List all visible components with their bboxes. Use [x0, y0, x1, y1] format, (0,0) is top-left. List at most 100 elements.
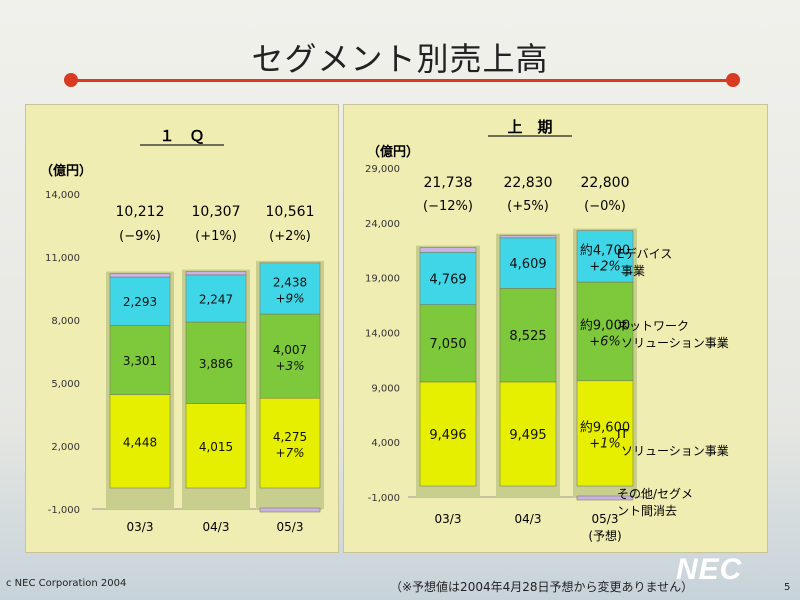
chart1-total-change: (+2%)	[269, 229, 311, 244]
chart1-bar-device	[109, 276, 171, 326]
chart2-bar-device	[499, 237, 557, 289]
chart2-data-label: 4,609	[509, 257, 546, 272]
chart2-data-label: 4,769	[429, 272, 466, 287]
chart2-category: 05/3	[592, 512, 619, 526]
chart2-bar-other	[499, 235, 557, 239]
chart1-data-label: 3,886	[199, 357, 233, 371]
chart1-data-label: 4,448	[123, 435, 157, 449]
copyright: c NEC Corporation 2004	[6, 578, 127, 589]
chart2-legend-device: Eデバイス	[617, 246, 672, 261]
chart1-change-label: +7%	[275, 446, 304, 460]
chart2-legend-network: ネットワーク	[617, 319, 689, 333]
chart1-bar-other	[109, 273, 171, 278]
forecast-note: （※予想値は2004年4月28日予想から変更ありません）	[390, 580, 694, 594]
slide-title: セグメント別売上高	[251, 40, 549, 78]
chart1-total: 10,561	[266, 204, 315, 220]
chart1-title: １ Ｑ	[159, 127, 204, 145]
chart1-total-change: (+1%)	[195, 229, 237, 244]
chart1-data-label: 4,015	[199, 440, 233, 454]
title-rule	[70, 79, 734, 82]
chart1-bar-device	[185, 274, 247, 323]
chart2-ytick: -1,000	[368, 493, 400, 504]
chart1-category: 04/3	[203, 520, 230, 534]
chart1-ytick: -1,000	[48, 505, 80, 516]
chart2-data-label: 7,050	[429, 337, 466, 352]
chart1-data-label: 2,293	[123, 295, 157, 309]
chart1-bar-other	[259, 507, 321, 513]
page-number: 5	[784, 582, 791, 593]
chart2-data-label: 9,496	[429, 428, 466, 443]
chart1-change-label: +9%	[275, 291, 304, 305]
chart2-category-note: (予想)	[588, 528, 621, 543]
chart1-bar-it	[109, 394, 171, 489]
chart2-data-label: 約9,600	[580, 420, 630, 435]
chart2-category: 04/3	[515, 512, 542, 526]
chart1-ytick: 2,000	[51, 442, 80, 453]
chart2-bar-network	[576, 281, 634, 382]
chart1-ytick: 11,000	[45, 253, 80, 264]
chart1-total: 10,212	[116, 204, 165, 220]
chart1-ytick: 5,000	[51, 379, 80, 390]
chart2-bar-network	[499, 288, 557, 383]
nec-logo: NEC	[676, 553, 743, 586]
chart2-legend-network: ソリューション事業	[621, 336, 729, 350]
chart2-ytick: 24,000	[365, 219, 400, 230]
chart1-total: 10,307	[192, 204, 241, 220]
chart2-total: 22,830	[504, 175, 553, 191]
rule-left-dot	[64, 73, 78, 87]
chart2-bar-device	[576, 230, 634, 283]
chart1-bar-network	[259, 313, 321, 399]
chart1-data-label: 2,247	[199, 292, 233, 306]
chart2-legend-it: IT	[617, 427, 629, 441]
chart2-total: 21,738	[424, 175, 473, 191]
chart2-data-label: 9,495	[509, 428, 546, 443]
chart1-data-label: 4,275	[273, 430, 307, 444]
chart2-bar-it	[419, 381, 477, 487]
chart1-bar-network	[185, 321, 247, 404]
chart2-ytick: 4,000	[371, 438, 400, 449]
chart1-ytick: 8,000	[51, 316, 80, 327]
rule-right-dot	[726, 73, 740, 87]
chart2-change-label: +2%	[589, 259, 621, 274]
chart1-total-change: (−9%)	[119, 229, 161, 244]
chart2-legend-other: その他/セグメ	[617, 487, 693, 501]
chart2-bar-it	[576, 380, 634, 487]
chart2-data-label: 8,525	[509, 329, 546, 344]
chart2-total-change: (−12%)	[423, 199, 473, 214]
chart2-ylabel: （億円）	[367, 144, 419, 160]
chart2-legend-device: 事業	[621, 264, 645, 278]
chart2-bar-network	[419, 304, 477, 383]
chart1-ylabel: （億円）	[40, 163, 92, 179]
chart2-ytick: 14,000	[365, 329, 400, 340]
chart1-category: 03/3	[127, 520, 154, 534]
chart2-change-label: +1%	[589, 436, 621, 451]
chart1-data-label: 2,438	[273, 275, 307, 289]
chart2-ytick: 29,000	[365, 164, 400, 175]
chart2-total: 22,800	[581, 175, 630, 191]
chart1-bar-other	[185, 271, 247, 276]
chart2-total-change: (−0%)	[584, 199, 626, 214]
chart2-bar-other	[419, 247, 477, 253]
chart1-ytick: 14,000	[45, 190, 80, 201]
chart2-ytick: 9,000	[371, 383, 400, 394]
chart2-legend-other: ント間消去	[617, 504, 677, 518]
chart2-change-label: +6%	[589, 334, 621, 349]
chart2-legend-it: ソリューション事業	[621, 444, 729, 458]
chart1-category: 05/3	[277, 520, 304, 534]
chart2-ytick: 19,000	[365, 274, 400, 285]
chart1-bar-device	[259, 262, 321, 315]
chart1-bar-network	[109, 324, 171, 395]
chart1-data-label: 3,301	[123, 354, 157, 368]
chart2-bar-other	[576, 495, 634, 501]
chart2-category: 03/3	[435, 512, 462, 526]
chart1-change-label: +3%	[275, 359, 304, 373]
chart2-total-change: (+5%)	[507, 199, 549, 214]
chart2-data-label: 約9,000	[580, 318, 630, 333]
chart2-title: 上 期	[507, 118, 552, 136]
chart1-data-label: 4,007	[273, 343, 307, 357]
chart2-bar-it	[499, 381, 557, 487]
chart2-data-label: 約4,700	[580, 243, 630, 258]
chart2-bar-device	[419, 251, 477, 305]
chart1-bar-it	[185, 403, 247, 489]
